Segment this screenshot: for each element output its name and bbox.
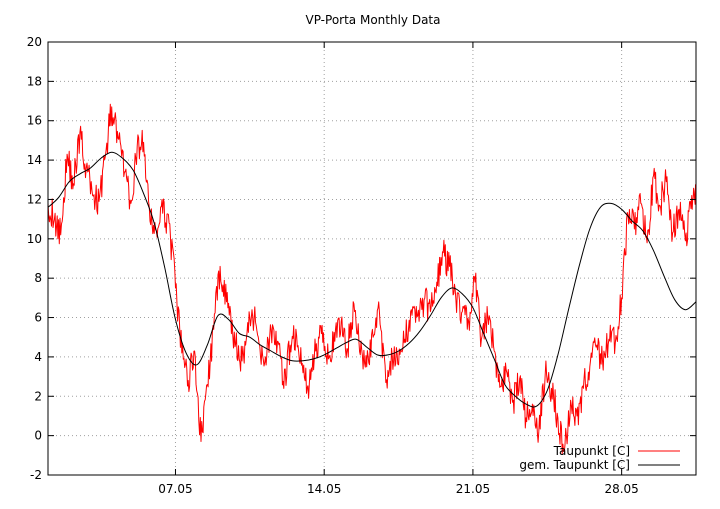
y-tick-label: 10 — [27, 232, 42, 246]
y-tick-label: 8 — [34, 271, 42, 285]
axis-layer: -2 0 2 4 6 8 10 12 14 16 18 20 07.05 14.05 21.05 28.05 — [27, 35, 696, 496]
x-tick-label: 07.05 — [158, 482, 192, 496]
y-tick-label: 16 — [27, 114, 42, 128]
legend: Taupunkt [C]gem. Taupunkt [C] — [519, 444, 680, 472]
y-tick-label: 4 — [34, 350, 42, 364]
legend-label: Taupunkt [C] — [553, 444, 630, 458]
series-line-gem-taupunkt — [47, 151, 697, 408]
y-tick-label: 18 — [27, 74, 42, 88]
legend-label: gem. Taupunkt [C] — [519, 458, 630, 472]
y-tick-label: 2 — [34, 389, 42, 403]
y-tick-label: 0 — [34, 429, 42, 443]
series-layer — [47, 103, 697, 455]
chart-title: VP-Porta Monthly Data — [306, 13, 441, 27]
x-tick-label: 14.05 — [307, 482, 341, 496]
plot-frame — [47, 41, 697, 476]
y-tick-label: 20 — [27, 35, 42, 49]
y-tick-label: 14 — [27, 153, 42, 167]
y-tick-label: 12 — [27, 192, 42, 206]
series-line-taupunkt — [47, 103, 697, 455]
x-tick-label: 28.05 — [604, 482, 638, 496]
x-tick-label: 21.05 — [456, 482, 490, 496]
y-tick-label: -2 — [30, 468, 42, 482]
grid-layer — [48, 42, 696, 475]
y-tick-label: 6 — [34, 311, 42, 325]
